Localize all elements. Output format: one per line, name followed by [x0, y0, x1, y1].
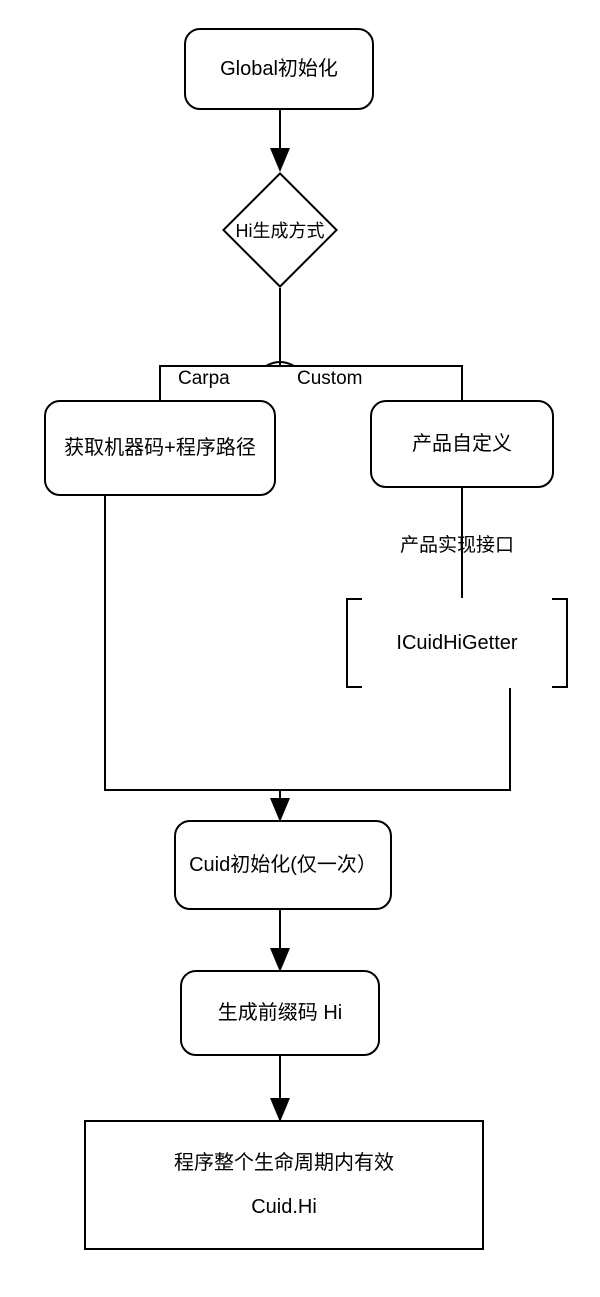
node-label: 获取机器码+程序路径: [64, 435, 256, 461]
edge-label-product-interface: 产品实现接口: [400, 530, 514, 557]
flowchart-canvas: Global初始化 Hi生成方式 Carpa Custom 获取机器码+程序路径…: [0, 0, 600, 1297]
node-label: Cuid初始化(仅一次）: [189, 852, 377, 878]
node-global-init: Global初始化: [184, 28, 374, 110]
node-label: 生成前缀码 Hi: [218, 1000, 342, 1026]
node-hi-method: Hi生成方式: [222, 172, 338, 288]
node-cuid-hi-lifecycle: 程序整个生命周期内有效 Cuid.Hi: [84, 1120, 484, 1250]
node-label-bottom: Cuid.Hi: [251, 1194, 317, 1220]
branch-label-custom: Custom: [297, 368, 362, 390]
node-product-custom: 产品自定义: [370, 400, 554, 488]
node-label: 产品自定义: [412, 431, 512, 457]
node-label-top: 程序整个生命周期内有效: [174, 1150, 394, 1176]
node-get-machine-code: 获取机器码+程序路径: [44, 400, 276, 496]
node-label: Hi生成方式: [236, 217, 325, 243]
node-cuid-init: Cuid初始化(仅一次）: [174, 820, 392, 910]
branch-label-carpa: Carpa: [178, 368, 230, 390]
node-label: ICuidHiGetter: [396, 632, 517, 655]
node-label: Global初始化: [220, 56, 338, 82]
bracket-left: [346, 598, 362, 688]
bracket-right: [552, 598, 568, 688]
node-icuidhigetter: ICuidHiGetter: [346, 598, 568, 688]
node-gen-prefix-hi: 生成前缀码 Hi: [180, 970, 380, 1056]
